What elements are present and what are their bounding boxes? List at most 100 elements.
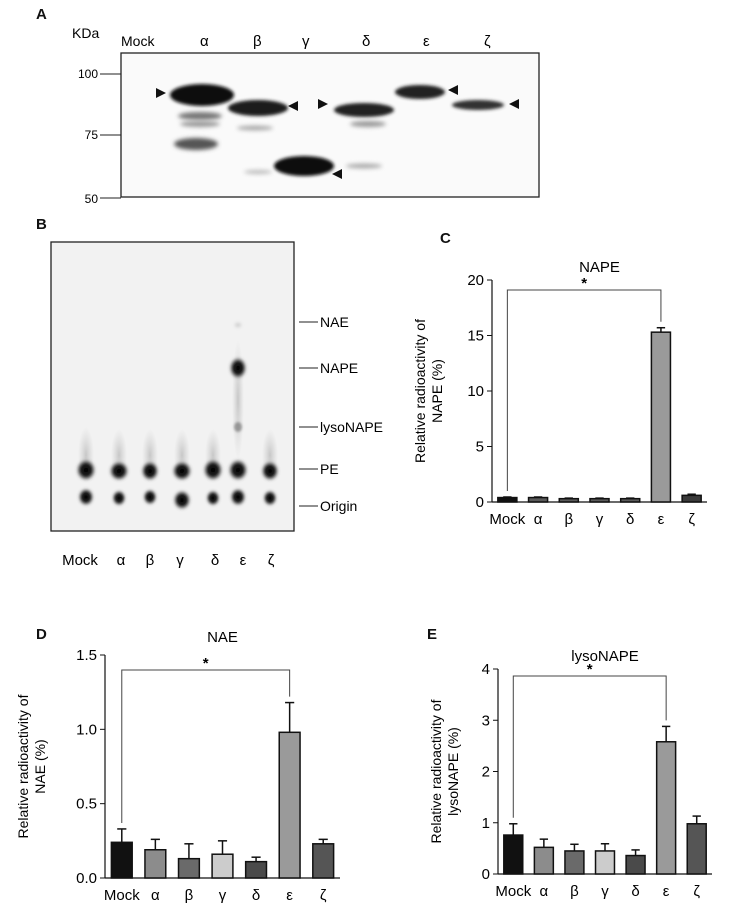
- blot-lane-zeta: ζ: [484, 33, 491, 50]
- spot-alpha-origin: [112, 490, 126, 506]
- nape-ytick-label: 0: [476, 494, 484, 511]
- label-origin: Origin: [320, 498, 357, 514]
- nape-significance-bracket: [506, 289, 662, 492]
- lysonape-ylabel: Relative radioactivity oflysoNAPE (%): [428, 699, 461, 843]
- marker-100: 100: [78, 67, 98, 81]
- lysonape-ytick-label: 0: [482, 866, 490, 883]
- label-nae: NAE: [320, 314, 349, 330]
- tlc-lane-epsilon: ε: [240, 552, 247, 569]
- spot-beta-pe: [141, 461, 159, 481]
- band-zeta-main: [452, 100, 504, 110]
- lysonape-xtick-label-4: δ: [631, 883, 639, 900]
- band-beta-minor: [237, 125, 273, 131]
- arrowhead-alpha: [156, 88, 166, 98]
- spot-epsilon-nape: [229, 357, 247, 379]
- spot-beta-origin: [143, 489, 157, 505]
- band-alpha-minor3: [174, 138, 218, 150]
- nape-xtick-label-6: ζ: [688, 511, 695, 528]
- lysonape-ytick-label: 2: [482, 764, 490, 781]
- nape-plot: NAPE 0 5 10 15 20 Relative radioactivity ofNAP…: [412, 259, 707, 528]
- spot-zeta-origin: [263, 490, 277, 506]
- blot-lane-beta: β: [253, 33, 262, 50]
- nae-xtick-label-1: α: [151, 887, 160, 904]
- band-beta-low: [244, 170, 272, 174]
- band-beta-main: [228, 100, 288, 116]
- nae-ytick-label: 0.5: [76, 796, 97, 813]
- nape-ytick-label: 5: [476, 439, 484, 456]
- nae-ylabel-line: NAE (%): [32, 739, 48, 793]
- lysonape-bar-1: [533, 846, 555, 875]
- tlc-lane-alpha: α: [117, 552, 126, 569]
- marker-50: 50: [85, 192, 99, 206]
- band-alpha-main: [170, 84, 234, 106]
- nae-significance-bracket: [121, 669, 291, 823]
- lysonape-bar-2: [564, 850, 585, 875]
- panel-label-e: E: [427, 626, 438, 643]
- arrowhead-epsilon: [448, 85, 458, 95]
- blot-lane-gamma: γ: [302, 33, 310, 50]
- lysonape-bar-0: [503, 834, 524, 875]
- nape-xtick-label-0: Mock: [489, 511, 525, 528]
- spot-alpha-pe: [109, 461, 129, 481]
- nape-ylabel-line: Relative radioactivity of: [412, 319, 428, 463]
- nape-ylabel: Relative radioactivity ofNAPE (%): [412, 319, 445, 463]
- nae-xtick-label-5: ε: [286, 887, 293, 904]
- nae-xtick-label-0: Mock: [104, 887, 140, 904]
- arrowhead-beta: [288, 101, 298, 111]
- nae-xtick-label-3: γ: [219, 887, 227, 904]
- spot-gamma-pe: [172, 461, 192, 481]
- tlc-band-labels: NAE NAPE lysoNAPE PE Origin: [299, 314, 383, 514]
- spot-gamma-origin: [173, 490, 191, 510]
- band-gamma-main: [274, 156, 334, 176]
- band-alpha-minor1: [178, 112, 222, 120]
- spot-epsilon-lysonape: [234, 422, 242, 432]
- blot-lane-epsilon: ε: [423, 33, 430, 50]
- lysonape-bar-3: [594, 850, 616, 875]
- lysonape-ytick-label: 1: [482, 815, 490, 832]
- band-epsilon-main: [395, 85, 445, 99]
- nae-ytick-label: 1.0: [76, 721, 97, 738]
- panel-label-c: C: [440, 230, 451, 247]
- nae-ylabel: Relative radioactivity ofNAE (%): [15, 694, 48, 838]
- lysonape-xtick-label-5: ε: [663, 883, 670, 900]
- blot-membrane: [120, 52, 540, 198]
- spot-mock-pe: [76, 459, 96, 481]
- spot-delta-origin: [206, 490, 220, 506]
- blot-arrowheads: [156, 85, 519, 179]
- lysonape-bar-6: [686, 823, 707, 875]
- tlc-spots: [76, 321, 279, 510]
- nape-significance-star: *: [581, 275, 587, 292]
- blot-lane-mock: Mock: [121, 33, 155, 49]
- nape-xtick-label-2: β: [564, 511, 573, 528]
- panel-label-b: B: [36, 216, 47, 233]
- lysonape-bar-4: [625, 854, 646, 875]
- spot-epsilon-nae: [233, 321, 243, 329]
- spot-delta-pe: [203, 459, 223, 481]
- lysonape-ytick-label: 3: [482, 712, 490, 729]
- tlc-lane-beta: β: [146, 552, 155, 569]
- spot-epsilon-origin: [230, 488, 246, 506]
- nae-ytick-label: 0.0: [76, 870, 97, 887]
- nape-xtick-label-1: α: [534, 511, 543, 528]
- nape-ytick-label: 20: [467, 272, 484, 289]
- lysonape-xtick-label-6: ζ: [693, 883, 700, 900]
- nae-ylabel-line: Relative radioactivity of: [15, 694, 31, 838]
- spot-epsilon-pe: [228, 459, 248, 481]
- blot-bands: [170, 84, 504, 176]
- arrowhead-zeta: [509, 99, 519, 109]
- lysonape-plot: lysoNAPE 0 1 2 3 4 Relative radioactivity ofly…: [428, 648, 712, 900]
- spot-mock-origin: [78, 488, 94, 506]
- tlc-lane-labels: Mock α β γ δ ε ζ: [62, 552, 275, 569]
- lysonape-ytick-label: 4: [482, 661, 490, 678]
- nae-plot: NAE 0.0 0.5 1.0 1.5 Relative radioactivity of…: [15, 629, 340, 904]
- marker-75: 75: [85, 128, 99, 142]
- band-delta-minor: [350, 121, 386, 127]
- band-delta-low: [346, 163, 382, 169]
- nape-xtick-label-4: δ: [626, 511, 634, 528]
- lysonape-significance-bracket: [512, 675, 667, 818]
- nape-ylabel-line: NAPE (%): [429, 359, 445, 423]
- spot-zeta-pe: [261, 461, 279, 481]
- tlc-lane-mock: Mock: [62, 552, 98, 569]
